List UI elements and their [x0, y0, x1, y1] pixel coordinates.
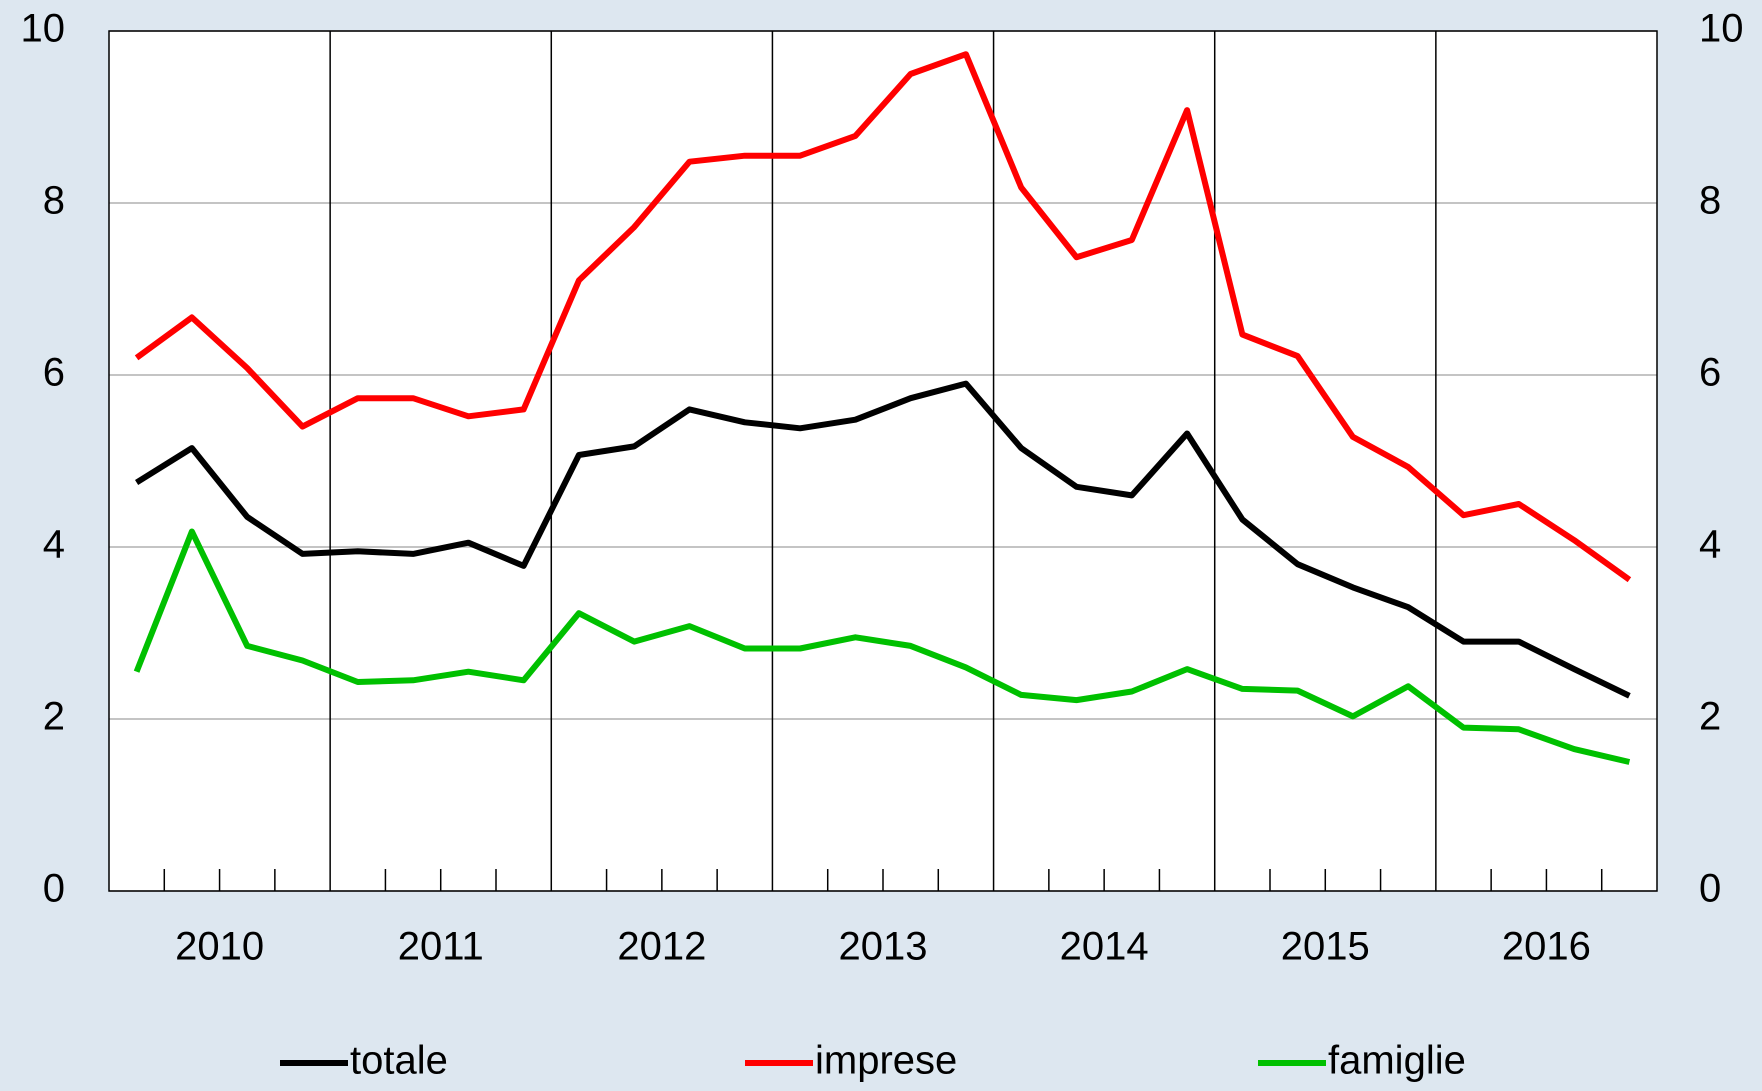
x-tick-label: 2014 [1060, 925, 1149, 969]
y-tick-label: 4 [43, 523, 65, 567]
y2-tick-label: 0 [1699, 867, 1721, 911]
legend-label: totale [350, 1039, 448, 1083]
series-line [134, 51, 1632, 583]
y2-tick-label: 8 [1699, 179, 1721, 223]
y2-tick-label: 10 [1699, 7, 1744, 51]
y2-tick-label: 2 [1699, 695, 1721, 739]
y2-tick-label: 6 [1699, 351, 1721, 395]
y-tick-label: 2 [43, 695, 65, 739]
x-tick-label: 2012 [617, 925, 706, 969]
series-line [135, 380, 1631, 699]
y-tick-label: 0 [43, 867, 65, 911]
x-tick-label: 2013 [839, 925, 928, 969]
x-tick-label: 2010 [175, 925, 264, 969]
plot-area [109, 31, 1657, 891]
x-tick-label: 2015 [1281, 925, 1370, 969]
legend-label: imprese [815, 1039, 957, 1083]
y-tick-label: 8 [43, 179, 65, 223]
x-tick-label: 2011 [398, 925, 484, 969]
x-tick-label: 2016 [1502, 925, 1591, 969]
plot-frame [108, 30, 1658, 892]
y-tick-label: 10 [21, 7, 66, 51]
legend-label: famiglie [1328, 1039, 1466, 1083]
series-line [133, 528, 1631, 765]
y-tick-label: 6 [43, 351, 65, 395]
y2-tick-label: 4 [1699, 523, 1721, 567]
